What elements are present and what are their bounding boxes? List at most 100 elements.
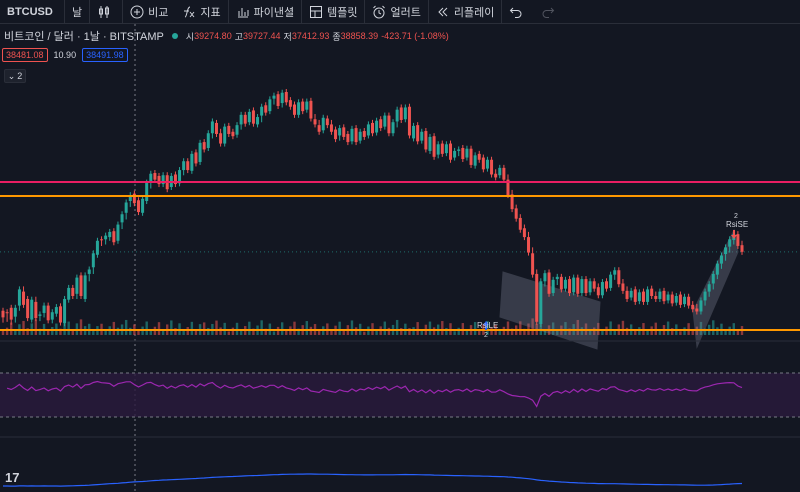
symbol-title[interactable]: 비트코인 / 달러 · 1날 · BITSTAMP xyxy=(4,31,164,43)
volume-bar xyxy=(420,330,423,335)
market-open-indicator xyxy=(171,33,178,39)
candle-body xyxy=(399,107,403,120)
symbol-search-button[interactable]: BTCUSD xyxy=(0,0,64,23)
compare-button[interactable]: 비교 xyxy=(123,0,175,23)
buy-button[interactable]: 38491.98 xyxy=(82,48,128,62)
interval-button[interactable]: 날 xyxy=(65,0,89,23)
candle-body xyxy=(202,142,206,150)
rsi-le-label: RsiLE xyxy=(477,321,498,330)
redo-button[interactable] xyxy=(534,0,566,23)
candle-body xyxy=(79,275,83,297)
candle-body xyxy=(366,124,370,136)
candle-body xyxy=(420,131,424,141)
candle-body xyxy=(646,289,650,302)
candle-body xyxy=(173,174,177,185)
alert-button[interactable]: 얼러트 xyxy=(365,0,427,23)
candle-body xyxy=(383,115,387,127)
volume-bar xyxy=(638,327,641,335)
templates-button[interactable]: 템플릿 xyxy=(302,0,364,23)
candle-body xyxy=(104,235,108,240)
change-value: -423.71 (-1.08%) xyxy=(381,31,449,41)
candle-body xyxy=(432,136,436,157)
volume-bar xyxy=(588,330,592,335)
candle-body xyxy=(317,125,321,132)
volume-bar xyxy=(124,319,128,335)
volume-bar xyxy=(285,329,288,335)
replay-button[interactable]: 리플레이 xyxy=(429,0,501,23)
volume-bar xyxy=(157,322,161,335)
candle-body xyxy=(358,131,362,141)
candle-body xyxy=(637,292,641,302)
volume-bar xyxy=(510,328,514,335)
indicator-collapse-button[interactable]: ⌄ 2 xyxy=(4,69,26,83)
trading-buttons: 38481.08 10.90 38491.98 xyxy=(2,48,128,62)
candle-body xyxy=(715,263,719,275)
volume-bar xyxy=(1,330,5,335)
volume-bar xyxy=(252,328,255,335)
undo-icon xyxy=(510,7,522,18)
volume-bar xyxy=(486,320,489,335)
candle-body xyxy=(334,129,338,140)
candle-body xyxy=(194,152,198,164)
candle-body xyxy=(284,92,288,103)
candle-body xyxy=(691,304,695,310)
volume-bar xyxy=(564,322,567,335)
volume-bar xyxy=(441,321,444,335)
candle-body xyxy=(613,270,617,275)
top-toolbar: BTCUSD 날 비교 지표 파이낸셜 템플릿 얼러트 리플레이 xyxy=(0,0,800,24)
volume-bar xyxy=(568,328,571,335)
high-label: 고 xyxy=(234,31,243,42)
candle-body xyxy=(268,99,272,112)
volume-bar xyxy=(712,320,715,335)
rsi-line xyxy=(6,380,743,408)
volume-bar xyxy=(67,321,70,335)
candle-body xyxy=(58,306,62,323)
undo-button[interactable] xyxy=(502,0,534,23)
volume-bar xyxy=(26,328,29,335)
volume-bar xyxy=(272,331,276,335)
candle-body xyxy=(354,128,358,143)
candle-body xyxy=(227,125,231,134)
candle-body xyxy=(580,279,584,294)
chart-type-button[interactable] xyxy=(90,0,122,23)
candle-body xyxy=(436,144,440,155)
sell-button[interactable]: 38481.08 xyxy=(2,48,48,62)
symbol-legend: 비트코인 / 달러 · 1날 · BITSTAMP 시 39274.80 고 397… xyxy=(4,28,452,44)
volume-bar xyxy=(354,327,358,335)
candle-body xyxy=(50,312,54,320)
low-label: 저 xyxy=(283,31,292,42)
candle-body xyxy=(621,283,625,291)
candle-body xyxy=(617,270,621,285)
candle-body xyxy=(584,279,588,294)
candle-body xyxy=(178,170,182,184)
candle-body xyxy=(108,231,112,238)
candle-body xyxy=(502,167,506,180)
toolbar-divider xyxy=(301,0,303,23)
indicators-button[interactable]: 지표 xyxy=(175,0,227,23)
volume-bar xyxy=(46,329,50,335)
candle-body xyxy=(674,296,678,303)
volume-bar xyxy=(338,321,341,335)
candle-body xyxy=(95,240,99,255)
candle-body xyxy=(292,104,296,115)
candle-body xyxy=(309,100,313,119)
candle-body xyxy=(280,92,284,104)
candle-body xyxy=(235,125,239,135)
candle-body xyxy=(633,289,637,302)
candle-body xyxy=(531,253,535,275)
candle-body xyxy=(527,237,531,253)
financials-button[interactable]: 파이낸셜 xyxy=(229,0,301,23)
volume-bar xyxy=(174,328,177,335)
volume-bar xyxy=(34,319,38,335)
candle-body xyxy=(26,298,30,319)
volume-bar xyxy=(145,321,148,335)
volume-bar xyxy=(621,320,625,335)
volume-bar xyxy=(51,327,54,335)
candle-body xyxy=(641,291,645,302)
candle-body xyxy=(136,200,140,213)
bar-chart-icon xyxy=(237,7,249,17)
interval-label: 날 xyxy=(72,6,83,19)
candle-body xyxy=(112,231,116,243)
candle-body xyxy=(535,273,539,322)
